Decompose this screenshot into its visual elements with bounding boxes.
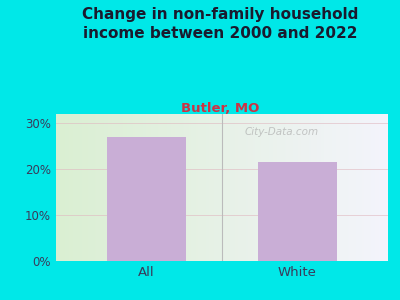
Bar [258,162,337,261]
Text: City-Data.com: City-Data.com [245,127,319,136]
Bar [107,137,186,261]
Text: Butler, MO: Butler, MO [181,102,259,115]
Text: Change in non-family household
income between 2000 and 2022: Change in non-family household income be… [82,8,358,41]
